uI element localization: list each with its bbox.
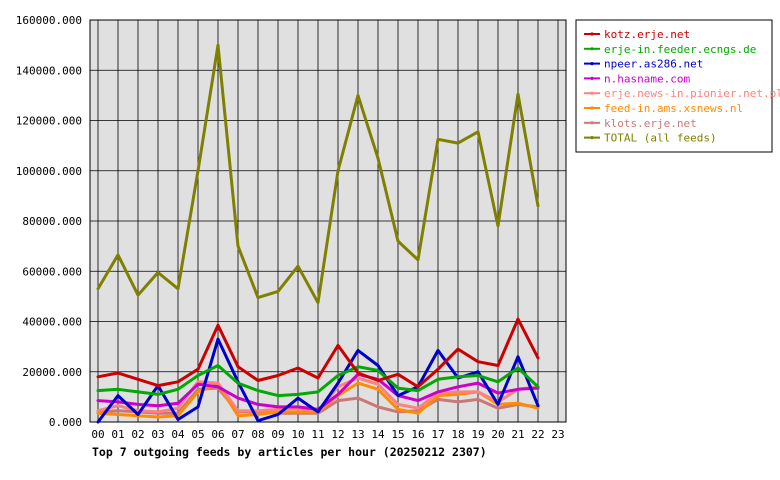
gridlines xyxy=(90,20,566,422)
legend-label: erje-in.feeder.ecngs.de xyxy=(604,43,756,56)
y-tick-label: 100000.000 xyxy=(16,165,82,178)
legend-marker xyxy=(590,62,594,66)
legend-marker xyxy=(590,136,594,140)
legend-item: n.hasname.com xyxy=(584,72,690,85)
x-tick-label: 20 xyxy=(491,428,504,441)
y-tick-label: 120000.000 xyxy=(16,115,82,128)
x-tick-label: 07 xyxy=(231,428,244,441)
legend-item: feed-in.ams.xsnews.nl xyxy=(584,102,743,115)
legend-marker xyxy=(590,47,594,51)
legend-item: TOTAL (all feeds) xyxy=(584,132,717,145)
y-tick-label: 0.000 xyxy=(49,416,82,429)
series-line-0 xyxy=(96,317,540,389)
x-tick-label: 04 xyxy=(171,428,185,441)
x-tick-label: 13 xyxy=(351,428,364,441)
legend-item: npeer.as286.net xyxy=(584,58,703,71)
x-tick-label: 14 xyxy=(371,428,385,441)
x-axis-tick-labels: 00 01 02 03 04 05 06 07 08 09 10 11 12 13 14 15 16 17 18 19… xyxy=(91,428,564,441)
x-tick-label: 16 xyxy=(411,428,424,441)
y-tick-label: 80000.000 xyxy=(22,215,82,228)
legend-marker xyxy=(590,106,594,110)
legend-label: feed-in.ams.xsnews.nl xyxy=(604,102,743,115)
series-line-1 xyxy=(96,364,540,398)
x-tick-label: 01 xyxy=(111,428,124,441)
legend-label: erje.news-in.pionier.net.pl xyxy=(604,87,780,100)
y-tick-label: 160000.000 xyxy=(16,14,82,27)
legend-label: kotz.erje.net xyxy=(604,28,690,41)
x-tick-label: 17 xyxy=(431,428,444,441)
x-tick-label: 19 xyxy=(471,428,484,441)
x-tick-label: 03 xyxy=(151,428,164,441)
legend-items: kotz.erje.net erje-in.feeder.ecngs.de npee… xyxy=(584,28,780,145)
y-tick-label: 40000.000 xyxy=(22,316,82,329)
x-tick-label: 11 xyxy=(311,428,324,441)
x-tick-label: 02 xyxy=(131,428,144,441)
x-tick-label: 06 xyxy=(211,428,224,441)
x-tick-label: 10 xyxy=(291,428,304,441)
y-tick-label: 60000.000 xyxy=(22,265,82,278)
legend-marker xyxy=(590,91,594,95)
legend-label: n.hasname.com xyxy=(604,72,690,85)
y-axis-tick-labels: 0.000 20000.000 40000.000 60000.000 80000.00… xyxy=(16,14,82,429)
x-tick-label: 22 xyxy=(531,428,544,441)
x-tick-label: 05 xyxy=(191,428,204,441)
legend-marker xyxy=(590,76,594,80)
chart-title: Top 7 outgoing feeds by articles per hou… xyxy=(92,445,487,459)
x-tick-label: 21 xyxy=(511,428,524,441)
legend-box xyxy=(575,19,773,153)
x-tick-label: 18 xyxy=(451,428,464,441)
legend-marker xyxy=(590,32,594,36)
x-tick-label: 00 xyxy=(91,428,104,441)
legend-label: npeer.as286.net xyxy=(604,58,703,71)
legend-marker xyxy=(590,121,594,125)
legend-item: klots.erje.net xyxy=(584,117,697,130)
x-tick-label: 09 xyxy=(271,428,284,441)
y-tick-label: 140000.000 xyxy=(16,64,82,77)
x-tick-label: 23 xyxy=(551,428,564,441)
legend-label: klots.erje.net xyxy=(604,117,697,130)
series-lines xyxy=(96,43,540,424)
x-tick-label: 12 xyxy=(331,428,344,441)
y-tick-label: 20000.000 xyxy=(22,366,82,379)
legend-item: erje.news-in.pionier.net.pl xyxy=(584,87,780,100)
x-tick-label: 08 xyxy=(251,428,264,441)
series-line-7 xyxy=(96,43,540,305)
legend-label: TOTAL (all feeds) xyxy=(604,132,717,145)
legend: kotz.erje.net erje-in.feeder.ecngs.de npee… xyxy=(575,19,780,153)
legend-item: erje-in.feeder.ecngs.de xyxy=(584,43,756,56)
legend-item: kotz.erje.net xyxy=(584,28,690,41)
x-tick-label: 15 xyxy=(391,428,404,441)
